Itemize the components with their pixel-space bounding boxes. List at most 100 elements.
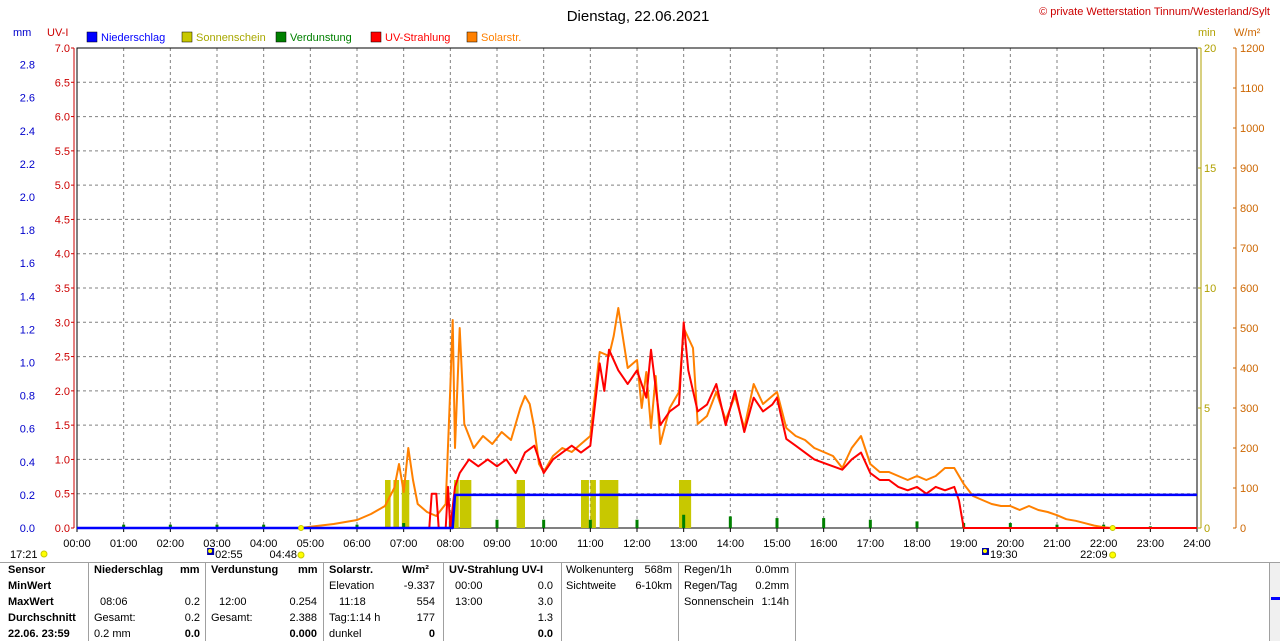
wm2-tick-label: 100 — [1240, 483, 1258, 495]
solar-elev-label: Elevation — [329, 580, 375, 592]
dawn-time: 04:48 — [269, 549, 297, 561]
mm-tick-label: 0.2 — [20, 490, 35, 502]
legend-swatch — [275, 31, 287, 43]
rain-day-value: 0.2mm — [755, 580, 789, 592]
uv-max-time: 13:00 — [455, 596, 483, 608]
evaporation-spike — [168, 524, 172, 528]
evap-header: Verdunstung — [211, 564, 279, 576]
left-axes: 0.0 0.5 1.0 1.5 2.0 2.5 3.0 3.5 4.0 4.5 5.0 5.5 6.0 6… — [20, 43, 75, 535]
stats-cloud-column: Wolkenunterg 568m Sichtweite 6-10km — [566, 562, 674, 641]
stats-separator — [88, 562, 89, 641]
sunshine-bar — [581, 480, 589, 528]
mm-tick-label: 2.4 — [20, 126, 35, 138]
uv-tick-label: 5.0 — [55, 180, 70, 192]
evaporation-spike — [1008, 523, 1012, 528]
uv-tick-label: 0.0 — [55, 523, 70, 535]
evaporation-spike — [1055, 524, 1059, 528]
stats-separator — [795, 562, 796, 641]
mm-tick-label: 0.6 — [20, 424, 35, 436]
solar-max-value: 554 — [416, 596, 435, 608]
stats-solar-column: Solarstr. W/m² Elevation -9.337 11:18 554 T… — [329, 562, 439, 641]
sunrise-time: 02:55 — [215, 549, 243, 561]
mm-tick-label: 1.0 — [20, 357, 35, 369]
sunshine-bar — [401, 480, 410, 528]
x-tick-label: 10:00 — [530, 538, 558, 550]
stats-separator — [561, 562, 562, 641]
mm-tick-label: 2.0 — [20, 192, 35, 204]
cloud-base-value: 568m — [644, 564, 672, 576]
sunshine-bar — [385, 480, 391, 528]
rain-unit: mm — [180, 564, 200, 576]
evaporation-spike — [402, 523, 406, 528]
vertical-scrollbar[interactable] — [1269, 563, 1280, 641]
evaporation-spike — [775, 518, 779, 528]
moonrise-time: 22:09 — [1080, 549, 1108, 561]
evap-total-value: 2.388 — [289, 612, 317, 624]
stats-date-label: 22.06. 23:59 — [8, 628, 70, 640]
evaporation-spikes — [122, 514, 1152, 528]
stats-evap-column: Verdunstung mm 12:00 0.254 Gesamt: 2.388 0.… — [211, 562, 319, 641]
solar-elev-value: -9.337 — [403, 580, 435, 592]
x-tick-label: 21:00 — [1043, 538, 1071, 550]
chart-title: Dienstag, 22.06.2021 — [567, 8, 710, 25]
x-tick-label: 14:00 — [717, 538, 745, 550]
grid-lines — [77, 47, 1197, 528]
x-tick-label: 04:00 — [250, 538, 278, 550]
x-tick-label: 02:00 — [157, 538, 185, 550]
copyright: © private Wetterstation Tinnum/Westerlan… — [1039, 6, 1270, 18]
legend-swatch — [181, 31, 193, 43]
stats-separator — [443, 562, 444, 641]
rain-max-value: 0.2 — [184, 596, 200, 608]
solar-dark-value: 0 — [428, 628, 435, 640]
mm-tick-label: 0.4 — [20, 457, 35, 469]
visibility-value: 6-10km — [635, 580, 672, 592]
mm-tick-label: 2.2 — [20, 159, 35, 171]
legend-label: Niederschlag — [101, 32, 165, 44]
evap-total-label: Gesamt: — [211, 612, 253, 624]
min-tick-label: 10 — [1204, 283, 1216, 295]
sunshine-bar — [679, 480, 686, 528]
moonrise-icon — [1109, 551, 1117, 559]
x-tick-label: 17:00 — [857, 538, 885, 550]
x-tick-label: 13:00 — [670, 538, 698, 550]
legend-swatch — [86, 31, 98, 43]
sunshine-bar — [459, 480, 472, 528]
series-line-niederschlag — [77, 493, 1197, 530]
x-tick-label: 24:00 — [1183, 538, 1211, 550]
solar-max-time: 11:18 — [339, 596, 366, 608]
uv-axis-unit: UV-I — [47, 27, 68, 39]
evaporation-spike — [728, 516, 732, 528]
uv-tick-label: 1.0 — [55, 454, 70, 466]
mm-axis-unit: mm — [13, 27, 31, 39]
x-tick-label: 09:00 — [483, 538, 511, 550]
evaporation-spike — [215, 524, 219, 528]
sunshine-bar — [393, 480, 399, 528]
rain-max-time: 08:06 — [100, 596, 128, 608]
sunset-time: 19:30 — [990, 549, 1018, 561]
sunshine-value: 1:14h — [761, 596, 789, 608]
uv-avg-extra: 0.0 — [537, 628, 553, 640]
stats-sensor-label: Sensor — [8, 564, 46, 576]
uv-avg-value: 1.3 — [537, 612, 553, 624]
dawn-icon — [297, 551, 305, 559]
uv-tick-label: 7.0 — [55, 43, 70, 55]
uv-min-time: 00:00 — [455, 580, 483, 592]
wm2-tick-label: 900 — [1240, 163, 1258, 175]
scrollbar-thumb[interactable] — [1271, 597, 1280, 600]
solar-dark-label: dunkel — [329, 628, 362, 640]
uv-tick-label: 3.0 — [55, 317, 70, 329]
uv-tick-label: 0.5 — [55, 489, 70, 501]
sunshine-bar — [686, 480, 692, 528]
x-tick-label: 03:00 — [203, 538, 231, 550]
wm2-tick-label: 400 — [1240, 363, 1258, 375]
mm-tick-label: 1.8 — [20, 225, 35, 237]
sunshine-bars — [385, 480, 692, 528]
wm2-tick-label: 700 — [1240, 243, 1258, 255]
stats-separator — [205, 562, 206, 641]
x-tick-label: 01:00 — [110, 538, 138, 550]
evap-max-value: 0.254 — [289, 596, 317, 608]
evaporation-spike — [542, 519, 546, 528]
evaporation-spike — [868, 519, 872, 528]
uv-tick-label: 2.0 — [55, 386, 70, 398]
stats-separator — [678, 562, 679, 641]
